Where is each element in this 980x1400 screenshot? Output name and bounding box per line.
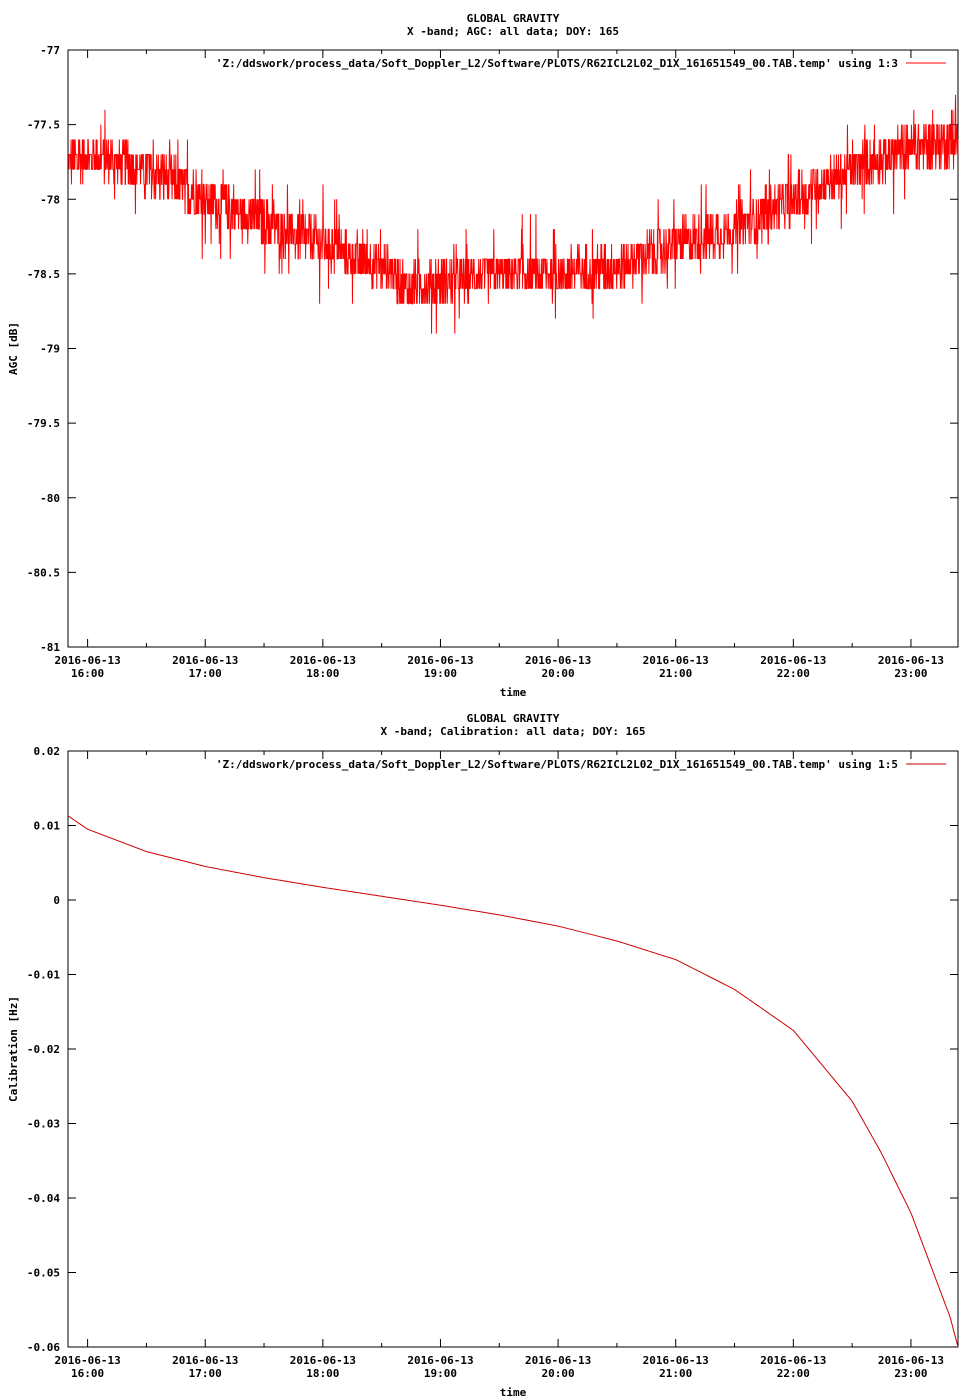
x-tick-time: 20:00 xyxy=(542,667,575,680)
y-tick-label: 0.02 xyxy=(34,745,61,758)
y-tick-label: 0.01 xyxy=(34,820,61,833)
x-tick-time: 16:00 xyxy=(71,667,104,680)
x-tick-date: 2016-06-13 xyxy=(290,654,356,667)
y-tick-label: -81 xyxy=(40,641,60,654)
x-tick-date: 2016-06-13 xyxy=(407,654,473,667)
plot-frame xyxy=(67,750,959,1348)
x-tick-date: 2016-06-13 xyxy=(525,1354,591,1367)
y-tick-label: 0 xyxy=(53,894,60,907)
y-tick-label: -78.5 xyxy=(27,268,60,281)
x-tick-date: 2016-06-13 xyxy=(54,654,120,667)
y-tick-label: -77 xyxy=(40,44,60,57)
x-tick-date: 2016-06-13 xyxy=(760,1354,826,1367)
x-tick-time: 18:00 xyxy=(306,1367,339,1380)
x-tick-date: 2016-06-13 xyxy=(290,1354,356,1367)
y-tick-label: -0.04 xyxy=(27,1192,60,1205)
chart-title: GLOBAL GRAVITY xyxy=(467,12,560,25)
y-tick-label: -0.02 xyxy=(27,1043,60,1056)
x-tick-time: 20:00 xyxy=(542,1367,575,1380)
y-tick-label: -0.03 xyxy=(27,1118,60,1131)
chart-subtitle: X -band; AGC: all data; DOY: 165 xyxy=(407,25,619,38)
x-tick-date: 2016-06-13 xyxy=(878,1354,944,1367)
chart-subtitle: X -band; Calibration: all data; DOY: 165 xyxy=(381,725,646,738)
legend-label: 'Z:/ddswork/process_data/Soft_Doppler_L2… xyxy=(216,758,898,771)
y-axis-label: AGC [dB] xyxy=(7,322,20,375)
x-tick-time: 18:00 xyxy=(306,667,339,680)
plot-frame xyxy=(67,49,959,648)
legend-label: 'Z:/ddswork/process_data/Soft_Doppler_L2… xyxy=(216,57,898,70)
y-tick-label: -80 xyxy=(40,492,60,505)
series-line xyxy=(67,815,959,1348)
x-tick-time: 21:00 xyxy=(659,1367,692,1380)
x-tick-time: 19:00 xyxy=(424,1367,457,1380)
x-tick-date: 2016-06-13 xyxy=(525,654,591,667)
y-tick-label: -79 xyxy=(40,343,60,356)
x-tick-time: 21:00 xyxy=(659,667,692,680)
x-axis-label: time xyxy=(500,1386,527,1399)
x-axis-label: time xyxy=(500,686,527,699)
y-tick-label: -79.5 xyxy=(27,417,60,430)
x-tick-time: 23:00 xyxy=(894,667,927,680)
y-tick-label: -0.05 xyxy=(27,1267,60,1280)
x-tick-date: 2016-06-13 xyxy=(878,654,944,667)
x-tick-time: 22:00 xyxy=(777,1367,810,1380)
x-tick-date: 2016-06-13 xyxy=(643,1354,709,1367)
y-tick-label: -78 xyxy=(40,193,60,206)
x-tick-time: 17:00 xyxy=(189,1367,222,1380)
x-tick-time: 23:00 xyxy=(894,1367,927,1380)
x-tick-time: 19:00 xyxy=(424,667,457,680)
x-tick-time: 22:00 xyxy=(777,667,810,680)
x-tick-date: 2016-06-13 xyxy=(407,1354,473,1367)
x-tick-date: 2016-06-13 xyxy=(54,1354,120,1367)
x-tick-date: 2016-06-13 xyxy=(760,654,826,667)
y-tick-label: -0.01 xyxy=(27,969,60,982)
x-tick-time: 17:00 xyxy=(189,667,222,680)
y-axis-label: Calibration [Hz] xyxy=(7,996,20,1102)
x-tick-date: 2016-06-13 xyxy=(643,654,709,667)
y-tick-label: -0.06 xyxy=(27,1341,60,1354)
y-tick-label: -77.5 xyxy=(27,119,60,132)
y-tick-label: -80.5 xyxy=(27,566,60,579)
x-tick-time: 16:00 xyxy=(71,1367,104,1380)
x-tick-date: 2016-06-13 xyxy=(172,1354,238,1367)
chart-title: GLOBAL GRAVITY xyxy=(467,712,560,725)
series-line xyxy=(68,94,959,334)
x-tick-date: 2016-06-13 xyxy=(172,654,238,667)
